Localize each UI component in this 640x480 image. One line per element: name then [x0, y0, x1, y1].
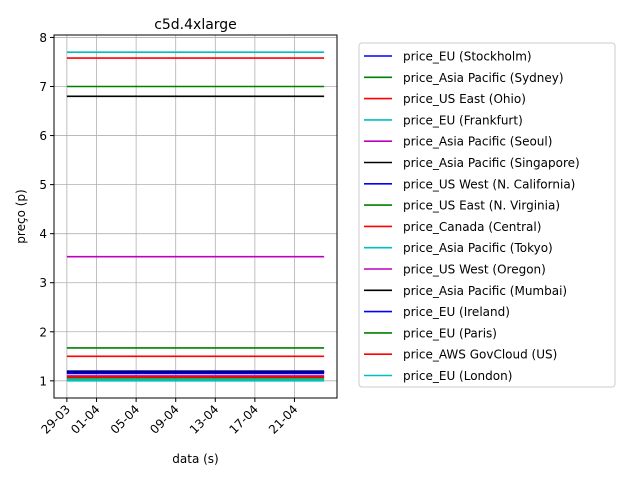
chart-title: c5d.4xlarge [154, 17, 237, 33]
legend-entry: price_EU (Frankfurt) [403, 113, 523, 127]
y-tick-label: 2 [39, 325, 47, 339]
legend-entry: price_US East (N. Virginia) [403, 199, 560, 213]
legend-entry: price_US West (N. California) [403, 177, 575, 191]
legend-entry: price_Asia Pacific (Singapore) [403, 156, 580, 170]
legend-entry: price_EU (Paris) [403, 326, 497, 340]
legend: price_EU (Stockholm) price_Asia Pacific (… [358, 42, 616, 388]
legend-entry: price_EU (London) [403, 369, 512, 383]
plot-frame [53, 34, 338, 399]
y-tick-label: 5 [39, 178, 47, 192]
legend-entry: price_Asia Pacific (Tokyo) [403, 241, 553, 255]
series-lines [66, 51, 325, 382]
legend-entry: price_Canada (Central) [403, 220, 541, 234]
x-axis-label: data (s) [172, 452, 218, 466]
legend-entry: price_US East (Ohio) [403, 92, 526, 106]
legend-entry: price_EU (Stockholm) [403, 50, 532, 64]
x-tick-label: 17-04 [226, 402, 261, 437]
grid [54, 35, 337, 398]
x-tick-label: 05-04 [108, 402, 143, 437]
legend-entry: price_Asia Pacific (Mumbai) [403, 284, 567, 298]
y-tick-label: 4 [39, 227, 47, 241]
legend-frame [358, 42, 616, 388]
y-tick-label: 7 [39, 80, 47, 94]
x-tick-label: 01-04 [68, 402, 103, 437]
legend-entry: price_AWS GovCloud (US) [403, 348, 557, 362]
x-tick-label: 29-03 [38, 402, 73, 437]
x-tick-label: 13-04 [187, 402, 222, 437]
legend-entry: price_Asia Pacific (Seoul) [403, 135, 552, 149]
x-tick-label: 09-04 [147, 402, 182, 437]
y-tick-label: 3 [39, 276, 47, 290]
legend-entry: price_Asia Pacific (Sydney) [403, 71, 564, 85]
y-axis: 1 2 3 4 5 6 7 8 [39, 31, 54, 388]
y-axis-label: preço (p) [14, 189, 28, 243]
x-tick-label: 21-04 [266, 402, 301, 437]
legend-entry: price_EU (Ireland) [403, 305, 510, 319]
legend-entry: price_US West (Oregon) [403, 263, 546, 277]
y-tick-label: 8 [39, 31, 47, 45]
y-tick-label: 6 [39, 129, 47, 143]
y-tick-label: 1 [39, 374, 47, 388]
